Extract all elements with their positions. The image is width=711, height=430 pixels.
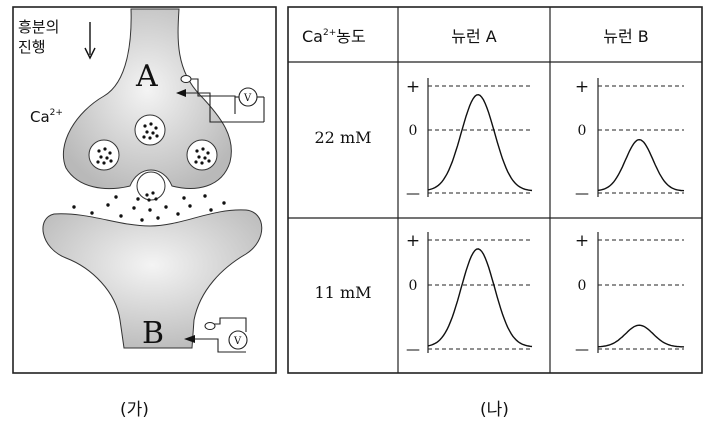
postsynaptic-neuron-b — [42, 209, 263, 349]
potential-curve — [427, 248, 533, 348]
panel-ga-caption: (가) — [120, 400, 149, 420]
axis-label-minus: — — [575, 342, 589, 358]
fusing-vesicle-contents — [145, 191, 158, 202]
header-neuron-a: 뉴런 A — [451, 27, 497, 46]
voltmeter-a: V — [176, 75, 265, 123]
synaptic-vesicle — [186, 139, 218, 171]
potential-curve — [427, 93, 533, 192]
axis-label-minus: — — [575, 186, 589, 202]
synaptic-vesicle — [134, 114, 166, 146]
direction-text-line2: 진행 — [18, 38, 46, 56]
axis-label-zero: 0 — [409, 123, 418, 139]
graph-11mm-neuron-b: +0 — — [575, 231, 685, 358]
graph-22mm-neuron-b: +0 — — [575, 77, 685, 202]
synaptic-vesicle — [88, 139, 120, 171]
graph-22mm-neuron-a: +0 — — [406, 77, 533, 202]
potential-curve — [597, 324, 685, 348]
axis-label-plus: + — [406, 231, 420, 251]
header-concentration: Ca2+농도 — [302, 27, 366, 46]
axis-label-plus: + — [406, 77, 420, 97]
axis-label-zero: 0 — [578, 123, 587, 139]
axis-label-plus: + — [575, 231, 589, 251]
axis-label-plus: + — [575, 77, 589, 97]
neuron-a-label: A — [135, 59, 158, 94]
graph-11mm-neuron-a: +0 — — [406, 231, 533, 358]
axis-label-minus: — — [406, 342, 420, 358]
ca-ion-label: Ca2+ — [30, 108, 63, 126]
axis-label-zero: 0 — [409, 278, 418, 294]
table-frame — [287, 6, 703, 374]
direction-text-line1: 흥분의 — [18, 18, 59, 36]
direction-arrow — [84, 22, 96, 60]
voltmeter-b: V — [184, 317, 248, 353]
neuron-b-label: B — [142, 316, 164, 351]
axis-label-zero: 0 — [578, 278, 587, 294]
fusing-vesicle — [136, 171, 166, 201]
row-label-11mm: 11 mM — [315, 283, 372, 302]
voltmeter-a-symbol: V — [243, 93, 252, 104]
header-neuron-b: 뉴런 B — [603, 27, 649, 46]
potential-curve — [597, 138, 685, 192]
panel-na-caption: (나) — [480, 400, 509, 420]
voltmeter-b-symbol: V — [233, 336, 242, 347]
axis-label-minus: — — [406, 186, 420, 202]
row-label-22mm: 22 mM — [315, 128, 372, 147]
